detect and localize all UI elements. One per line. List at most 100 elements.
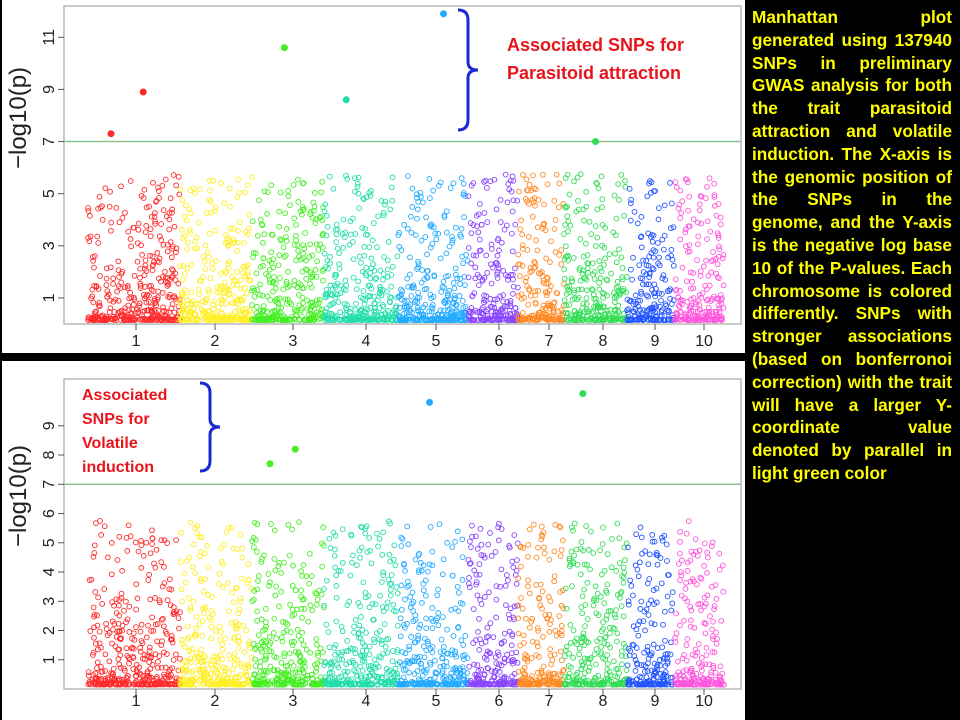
snp-point	[665, 254, 671, 261]
snp-point	[173, 245, 180, 252]
x-tick-label: 3	[289, 693, 298, 710]
snp-point	[520, 667, 526, 674]
snp-point	[715, 232, 722, 239]
snp-point	[470, 252, 477, 259]
snp-point	[540, 663, 547, 670]
snp-point	[545, 670, 552, 676]
snp-point	[215, 304, 222, 311]
snp-point	[363, 673, 369, 680]
snp-point	[360, 316, 367, 323]
x-tick-label: 5	[432, 693, 441, 710]
snp-point	[504, 299, 511, 305]
snp-point	[324, 224, 331, 230]
snp-point	[583, 523, 589, 529]
snp-point	[133, 581, 140, 588]
snp-point	[441, 317, 447, 323]
snp-point	[285, 193, 292, 200]
snp-point	[313, 314, 319, 321]
snp-point	[563, 605, 570, 612]
snp-point	[169, 665, 175, 672]
snp-point	[638, 244, 645, 251]
snp-point	[452, 265, 459, 272]
snp-point	[484, 624, 491, 631]
snp-point	[210, 306, 217, 313]
x-tick-label: 1	[132, 693, 141, 710]
snp-point	[111, 602, 117, 609]
snp-point	[367, 269, 374, 276]
snp-point	[125, 681, 132, 688]
snp-point	[245, 231, 251, 238]
snp-point	[583, 295, 590, 301]
snp-point	[557, 553, 564, 559]
snp-point	[259, 308, 266, 315]
snp-point	[259, 222, 266, 229]
snp-point	[415, 258, 421, 265]
snp-point	[143, 204, 150, 211]
snp-point	[337, 568, 344, 574]
snp-point	[501, 674, 508, 680]
snp-point	[431, 273, 438, 280]
snp-point	[589, 310, 595, 317]
snp-point	[667, 295, 673, 302]
snp-point	[265, 571, 272, 577]
snp-point	[658, 297, 664, 304]
snp-point	[704, 236, 710, 242]
snp-point	[327, 260, 333, 267]
snp-point	[462, 193, 469, 199]
snp-point	[231, 239, 238, 246]
snp-point	[285, 521, 292, 528]
snp-point	[337, 309, 343, 315]
snp-point	[360, 288, 367, 294]
snp-point	[565, 681, 572, 688]
snp-point	[152, 595, 158, 601]
snp-point	[228, 524, 235, 531]
snp-point	[350, 239, 356, 245]
snp-point	[411, 671, 418, 677]
snp-point	[359, 667, 366, 674]
snp-point	[242, 665, 249, 671]
snp-point	[604, 581, 611, 588]
snp-point	[233, 585, 239, 592]
snp-point	[168, 586, 175, 593]
snp-point	[115, 267, 122, 274]
snp-point	[597, 594, 604, 600]
snp-point	[599, 204, 605, 210]
snp-point	[452, 648, 458, 655]
snp-point	[469, 533, 475, 540]
snp-point	[217, 289, 224, 296]
snp-point	[214, 669, 221, 676]
snp-point	[266, 582, 272, 589]
snp-point	[488, 678, 495, 685]
snp-point	[325, 629, 332, 635]
snp-point	[592, 243, 599, 249]
snp-point	[566, 670, 573, 677]
snp-point	[260, 308, 267, 314]
snp-point	[449, 237, 456, 244]
snp-point	[352, 617, 359, 623]
snp-point	[363, 264, 370, 271]
snp-point	[478, 552, 485, 558]
snp-point	[270, 288, 276, 295]
snp-point	[92, 253, 98, 259]
snp-point	[428, 221, 435, 228]
snp-point	[406, 643, 413, 650]
snp-point	[400, 622, 407, 628]
snp-point	[372, 305, 378, 311]
snp-point	[600, 626, 606, 632]
snp-point	[300, 255, 306, 261]
snp-point	[686, 223, 693, 230]
snp-point	[124, 675, 131, 682]
snp-point	[302, 230, 308, 236]
snp-point	[550, 679, 557, 686]
snp-point	[492, 549, 499, 555]
snp-point	[518, 543, 524, 550]
snp-point	[508, 272, 514, 278]
snp-point	[309, 681, 315, 688]
snp-point	[254, 618, 260, 624]
snp-point	[558, 632, 565, 639]
snp-point	[326, 310, 333, 317]
snp-point	[115, 258, 122, 265]
snp-point	[104, 288, 111, 295]
snp-point	[657, 304, 663, 310]
snp-point	[452, 605, 459, 612]
